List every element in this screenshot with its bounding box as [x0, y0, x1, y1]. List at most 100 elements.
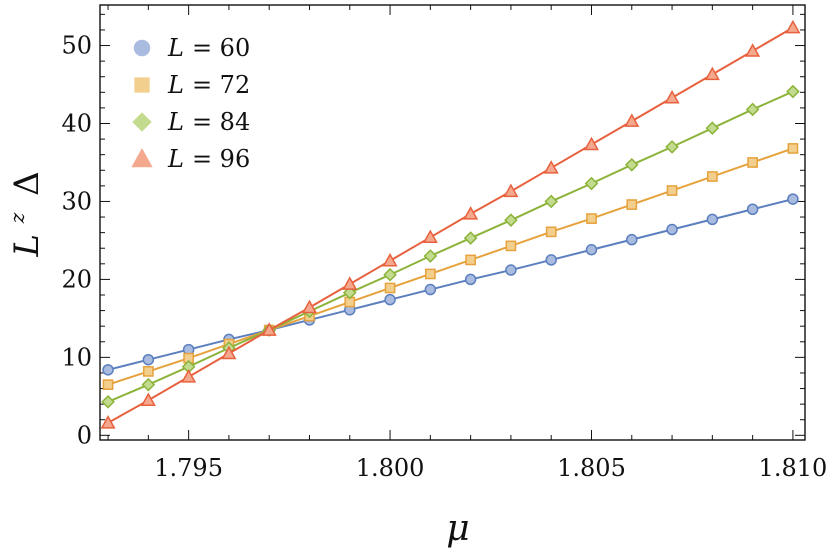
y-tick-label: 0 — [77, 421, 92, 449]
legend-marker — [133, 39, 151, 57]
data-point — [624, 113, 640, 127]
data-point — [785, 19, 801, 34]
data-point — [786, 84, 800, 99]
data-point — [463, 231, 478, 245]
data-point — [787, 143, 799, 154]
data-point — [626, 233, 638, 246]
data-point — [465, 254, 476, 266]
data-point — [545, 254, 557, 266]
data-point — [787, 193, 799, 205]
legend-label-var: L — [167, 108, 184, 136]
data-point — [142, 353, 155, 366]
y-tick-label: 50 — [61, 32, 92, 60]
legend-marker — [132, 112, 152, 132]
legend-item-4: L = 96 — [131, 145, 250, 173]
data-point — [586, 213, 597, 224]
data-point — [181, 369, 197, 383]
data-point — [505, 240, 517, 252]
data-point — [584, 176, 599, 191]
y-axis-label-base: L — [7, 234, 47, 258]
legend-label-var: L — [167, 34, 184, 62]
data-point — [705, 121, 720, 135]
y-tick-label: 20 — [61, 265, 92, 293]
plot-border — [99, 4, 806, 441]
legend-label-value: = 72 — [192, 71, 250, 99]
data-point — [141, 377, 156, 392]
legend-item-3: L = 84 — [132, 108, 250, 136]
data-point — [301, 299, 318, 314]
series-layer — [100, 19, 801, 429]
data-point — [545, 226, 557, 238]
data-point — [342, 276, 358, 290]
data-point — [543, 160, 559, 174]
data-point — [665, 140, 679, 154]
legend-marker — [131, 148, 153, 168]
data-point — [585, 244, 598, 256]
data-point — [100, 415, 116, 429]
legend-marker — [134, 77, 150, 93]
data-point — [666, 223, 678, 236]
data-point — [747, 157, 758, 168]
series-line — [107, 147, 794, 386]
data-point — [503, 183, 519, 198]
data-point — [383, 267, 397, 282]
data-point — [102, 379, 114, 391]
data-point — [384, 293, 396, 306]
series-1 — [102, 193, 799, 376]
data-point — [102, 364, 114, 376]
data-point — [706, 171, 718, 182]
series-line — [107, 26, 794, 424]
legend-label-value: = 84 — [192, 108, 250, 136]
data-point — [504, 213, 518, 227]
series-line — [107, 198, 794, 371]
legend-item-1: L = 60 — [133, 34, 250, 62]
x-tick-label: 1.810 — [759, 454, 828, 482]
data-point — [583, 136, 600, 151]
axis-ticks — [100, 5, 805, 440]
y-tick-label: 40 — [61, 109, 92, 137]
legend-label: L = 96 — [167, 145, 250, 173]
data-point — [505, 264, 517, 276]
legend-label: L = 60 — [167, 34, 250, 62]
data-point — [422, 229, 438, 244]
legend-label-value: = 60 — [192, 34, 250, 62]
data-point — [464, 273, 477, 286]
data-point — [624, 158, 639, 172]
data-point — [221, 345, 237, 360]
legend-label-var: L — [167, 145, 184, 173]
data-point — [704, 66, 720, 81]
data-point — [142, 366, 154, 377]
data-point — [101, 394, 115, 409]
series-line — [107, 90, 794, 403]
legend-label-var: L — [167, 71, 184, 99]
legend-item-2: L = 72 — [134, 71, 250, 99]
data-point — [384, 282, 396, 294]
data-point — [423, 249, 438, 263]
y-axis-label-suffix: Δ — [7, 171, 47, 196]
x-tick-label: 1.800 — [356, 454, 425, 482]
series-2 — [102, 143, 799, 391]
data-point — [544, 194, 559, 209]
x-tick-label: 1.805 — [557, 454, 626, 482]
series-4 — [100, 19, 801, 429]
data-point — [140, 392, 156, 406]
x-axis-label: μ — [446, 508, 469, 549]
data-point — [261, 322, 277, 336]
legend: L = 60 L = 72 L = 84 L = 96 — [131, 34, 250, 173]
legend-label: L = 84 — [167, 108, 250, 136]
y-axis-label: L z Δ — [0, 171, 47, 257]
legend-label-value: = 96 — [192, 145, 250, 173]
data-point — [424, 283, 437, 296]
data-point — [664, 89, 680, 104]
data-point — [745, 43, 761, 57]
y-tick-label: 10 — [61, 343, 92, 371]
axis-tick-labels: 1.795 1.800 1.805 1.810 0 10 20 30 40 50 — [61, 32, 827, 482]
data-point — [745, 102, 760, 117]
series-3 — [101, 84, 800, 409]
plot-frame — [99, 4, 806, 441]
data-point — [463, 206, 479, 220]
svg-text:L z Δ: L z Δ — [0, 171, 47, 257]
data-point — [746, 203, 759, 215]
x-tick-label: 1.795 — [154, 454, 223, 482]
